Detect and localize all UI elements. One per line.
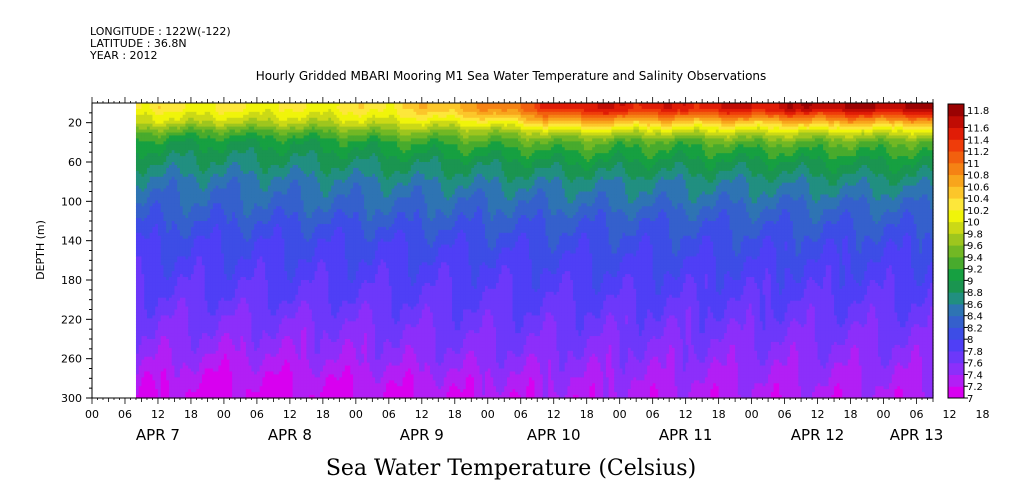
year-label: YEAR : 2012	[89, 49, 158, 62]
plot-area	[92, 103, 934, 399]
temperature-contour-field	[136, 103, 934, 399]
chart-title: Hourly Gridded MBARI Mooring M1 Sea Wate…	[256, 69, 767, 83]
